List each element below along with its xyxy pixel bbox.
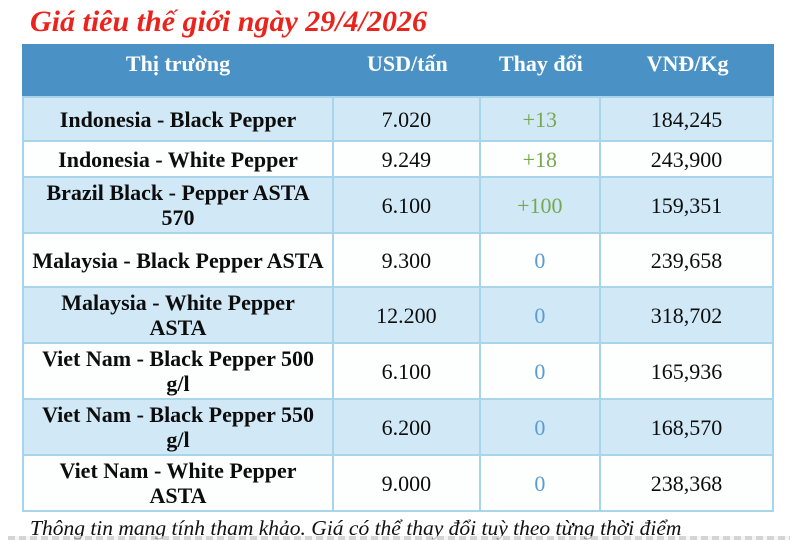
column-header-3: Thay đổi — [480, 44, 602, 96]
vnd-cell: 168,570 — [601, 400, 774, 456]
usd-cell: 9.000 — [334, 456, 481, 512]
change-cell: 0 — [480, 288, 602, 344]
pepper-price-table: Thị trường USD/tấn Thay đổi VNĐ/Kg Indonesi… — [22, 44, 774, 512]
usd-cell: 12.200 — [334, 288, 481, 344]
change-cell: +13 — [480, 96, 602, 142]
change-cell: 0 — [480, 344, 602, 400]
table-row: Brazil Black - Pepper ASTA 570 6.100 +100 1… — [22, 178, 774, 234]
table-row: Viet Nam - Black Pepper 550 g/l 6.200 0 168… — [22, 400, 774, 456]
vnd-cell: 165,936 — [601, 344, 774, 400]
change-cell: 0 — [480, 456, 602, 512]
usd-cell: 6.200 — [334, 400, 481, 456]
column-header-2: USD/tấn — [334, 44, 481, 96]
pepper-price-infographic: Giá tiêu thế giới ngày 29/4/2026 Thị trư… — [0, 4, 800, 541]
table-row: Viet Nam - Black Pepper 500 g/l 6.100 0 165… — [22, 344, 774, 400]
usd-cell: 9.300 — [334, 234, 481, 288]
table-row: Viet Nam - White Pepper ASTA 9.000 0 238,36… — [22, 456, 774, 512]
market-cell: Malaysia - Black Pepper ASTA — [22, 234, 335, 288]
vnd-cell: 243,900 — [601, 142, 774, 178]
usd-cell: 6.100 — [334, 178, 481, 234]
table-header: Thị trường USD/tấn Thay đổi VNĐ/Kg — [22, 44, 774, 96]
column-header-4: VNĐ/Kg — [601, 44, 774, 96]
market-cell: Viet Nam - White Pepper ASTA — [22, 456, 335, 512]
vnd-cell: 318,702 — [601, 288, 774, 344]
usd-cell: 6.100 — [334, 344, 481, 400]
header-row: Thị trường USD/tấn Thay đổi VNĐ/Kg — [22, 44, 774, 96]
market-cell: Malaysia - White Pepper ASTA — [22, 288, 335, 344]
market-cell: Brazil Black - Pepper ASTA 570 — [22, 178, 335, 234]
table-row: Indonesia - White Pepper 9.249 +18 243,900 — [22, 142, 774, 178]
table-row: Malaysia - White Pepper ASTA 12.200 0 318,7… — [22, 288, 774, 344]
table-body: Indonesia - Black Pepper 7.020 +13 184,245 I… — [22, 96, 774, 512]
vnd-cell: 184,245 — [601, 96, 774, 142]
page-title: Giá tiêu thế giới ngày 29/4/2026 — [30, 5, 427, 38]
vnd-cell: 239,658 — [601, 234, 774, 288]
market-cell: Indonesia - Black Pepper — [22, 96, 335, 142]
market-cell: Viet Nam - Black Pepper 550 g/l — [22, 400, 335, 456]
column-header-1: Thị trường — [22, 44, 335, 96]
change-cell: 0 — [480, 234, 602, 288]
market-cell: Indonesia - White Pepper — [22, 142, 335, 178]
usd-cell: 9.249 — [334, 142, 481, 178]
change-cell: 0 — [480, 400, 602, 456]
table-row: Malaysia - Black Pepper ASTA 9.300 0 239,65… — [22, 234, 774, 288]
vnd-cell: 238,368 — [601, 456, 774, 512]
market-cell: Viet Nam - Black Pepper 500 g/l — [22, 344, 335, 400]
usd-cell: 7.020 — [334, 96, 481, 142]
table-row: Indonesia - Black Pepper 7.020 +13 184,245 — [22, 96, 774, 142]
vnd-cell: 159,351 — [601, 178, 774, 234]
change-cell: +100 — [480, 178, 602, 234]
change-cell: +18 — [480, 142, 602, 178]
